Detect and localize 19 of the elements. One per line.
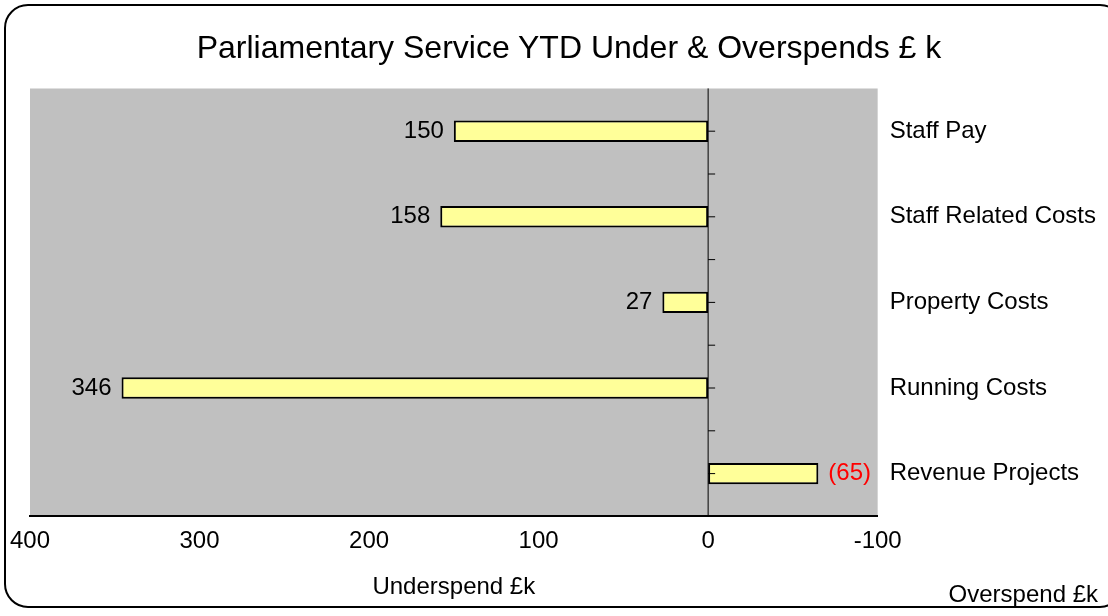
y-tick-label: Running Costs <box>889 372 1048 400</box>
x-tick-label: 300 <box>179 526 220 554</box>
x-tick-label: 400 <box>9 526 51 554</box>
x-axis-title: Underspend £k <box>372 572 537 600</box>
data-label: 27 <box>625 287 653 315</box>
data-label: 150 <box>403 115 444 143</box>
chart-title: Parliamentary Service YTD Under & Overspends £ k <box>196 29 943 66</box>
y-tick-label: Property Costs <box>889 287 1049 315</box>
data-label: 158 <box>390 201 431 229</box>
data-label: 346 <box>71 372 112 400</box>
x-tick-label: 100 <box>518 526 559 554</box>
data-label: (65) <box>828 458 872 486</box>
x-tick-label: 0 <box>701 526 715 554</box>
y-tick-label: Staff Related Costs <box>889 201 1097 229</box>
x-tick-label: -100 <box>853 526 902 554</box>
y-tick-label: Revenue Projects <box>889 458 1080 486</box>
text: Overspend £k <box>948 580 1099 607</box>
y-tick-label: Staff Pay <box>889 115 987 143</box>
x-tick-label: 200 <box>349 526 390 554</box>
